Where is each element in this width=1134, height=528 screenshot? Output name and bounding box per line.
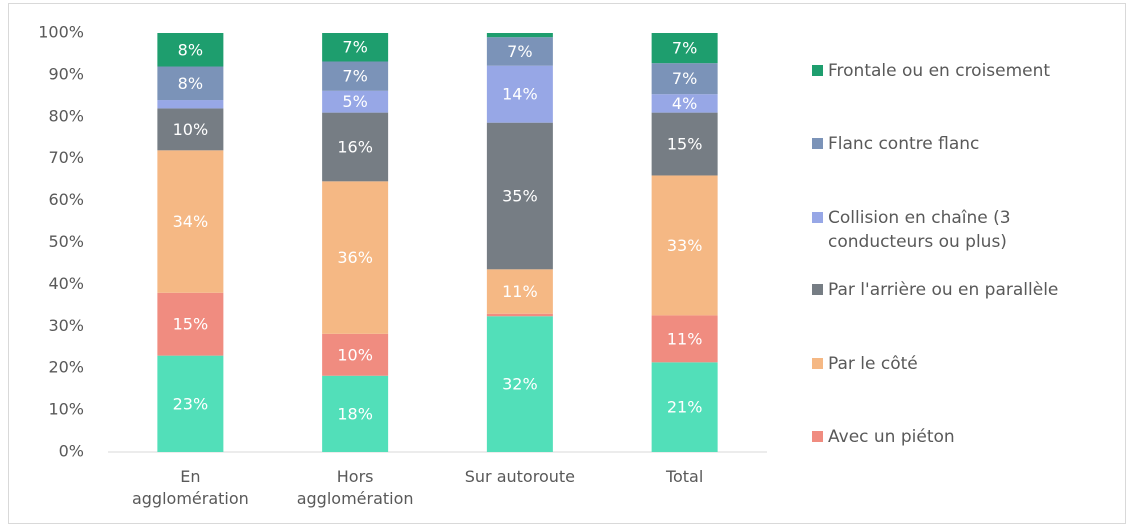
bar-segment: [486, 37, 553, 66]
bar-segment: [157, 108, 224, 151]
data-label: 7%: [342, 67, 367, 86]
y-tick-label: 100%: [38, 23, 84, 42]
y-tick-label: 0%: [59, 442, 84, 461]
bar-segment: [486, 65, 553, 123]
data-label: 8%: [178, 74, 203, 93]
data-label: 5%: [342, 92, 367, 111]
legend-label: Collision en chaîne (3 conducteurs ou pl…: [828, 208, 1011, 252]
bar-segment: [322, 112, 389, 182]
bar-segment: [322, 181, 389, 334]
legend-swatch: [812, 212, 823, 223]
bar-segment: [486, 269, 553, 314]
bar-segment: [157, 355, 224, 452]
data-label: 33%: [667, 236, 703, 255]
data-label: 7%: [672, 39, 697, 58]
chart-border: [8, 3, 1126, 524]
legend-swatch: [812, 431, 823, 442]
bar-segment: [486, 122, 553, 270]
legend-item: Collision en chaîne (3 conducteurs ou pl…: [812, 206, 1112, 254]
bar-segment: [322, 33, 389, 62]
data-label: 34%: [173, 212, 209, 231]
y-tick-label: 90%: [48, 64, 84, 83]
data-label: 7%: [672, 69, 697, 88]
bar-segment: [322, 375, 389, 452]
x-tick-label: Total: [665, 467, 704, 486]
bar-segment: [651, 315, 718, 363]
legend-item: Par l'arrière ou en parallèle: [812, 278, 1112, 302]
data-label: 7%: [507, 42, 532, 61]
y-tick-label: 40%: [48, 274, 84, 293]
data-label: 14%: [502, 85, 538, 104]
y-tick-label: 50%: [48, 232, 84, 251]
data-label: 35%: [502, 186, 538, 205]
data-label: 15%: [173, 315, 209, 334]
legend-item: Avec un piéton: [812, 425, 1112, 449]
y-tick-label: 20%: [48, 358, 84, 377]
data-label: 4%: [672, 94, 697, 113]
y-tick-label: 60%: [48, 190, 84, 209]
legend-swatch: [812, 284, 823, 295]
bar-segment: [157, 33, 224, 67]
x-tick-label: Sur autoroute: [464, 467, 575, 486]
bar-segment: [157, 100, 224, 109]
legend-label: Par l'arrière ou en parallèle: [828, 280, 1059, 300]
bar-segment: [486, 316, 553, 452]
legend-item: Frontale ou en croisement: [812, 59, 1112, 83]
data-label: 18%: [337, 404, 373, 423]
data-label: 23%: [173, 394, 209, 413]
y-tick-label: 80%: [48, 106, 84, 125]
data-label: 11%: [502, 282, 538, 301]
data-label: 32%: [502, 375, 538, 394]
bar-segment: [651, 175, 718, 316]
legend-label: Par le côté: [828, 354, 918, 374]
bar-segment: [157, 292, 224, 356]
legend-label: Avec un piéton: [828, 427, 955, 447]
data-label: 21%: [667, 398, 703, 417]
legend-item: Flanc contre flanc: [812, 132, 1112, 156]
data-label: 10%: [337, 345, 373, 364]
data-label: 7%: [342, 38, 367, 57]
y-tick-label: 70%: [48, 148, 84, 167]
legend-swatch: [812, 358, 823, 369]
bar-segment: [486, 33, 553, 38]
bar-segment: [157, 66, 224, 101]
y-tick-label: 30%: [48, 316, 84, 335]
legend-swatch: [812, 138, 823, 149]
data-label: 15%: [667, 135, 703, 154]
bar-segment: [322, 333, 389, 376]
data-label: 36%: [337, 248, 373, 267]
legend-label: Flanc contre flanc: [828, 134, 980, 154]
x-tick-label: En agglomération: [131, 467, 249, 508]
legend-item: Par le côté: [812, 352, 1112, 376]
legend-swatch: [812, 65, 823, 76]
data-label: 10%: [173, 120, 209, 139]
bar-segment: [651, 362, 718, 452]
bar-segment: [157, 150, 224, 293]
bar-segment: [486, 313, 553, 317]
bar-segment: [651, 33, 718, 64]
legend-label: Frontale ou en croisement: [828, 61, 1051, 81]
bar-segment: [651, 112, 718, 176]
data-label: 16%: [337, 137, 373, 156]
data-label: 8%: [178, 40, 203, 59]
bar-segment: [651, 63, 718, 95]
bar-segment: [651, 94, 718, 113]
bar-segment: [322, 61, 389, 91]
x-tick-label: Hors agglomération: [296, 467, 414, 508]
bar-segment: [322, 90, 389, 113]
data-label: 11%: [667, 329, 703, 348]
y-tick-label: 10%: [48, 400, 84, 419]
